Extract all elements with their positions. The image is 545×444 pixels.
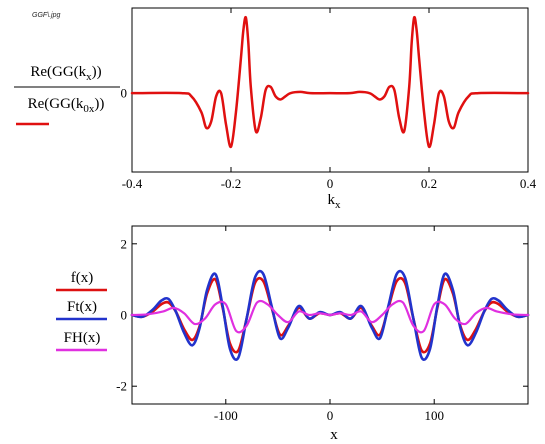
top-x-axis-label: kx [328, 192, 342, 211]
bottom-y-tick-label: -2 [116, 379, 127, 394]
top-x-tick-label: 0.4 [520, 176, 537, 191]
top-x-tick-label: 0.2 [421, 176, 437, 191]
top-x-axis-label-sub: x [335, 199, 341, 211]
top-y-label-denominator: Re(GG(k0x)) [28, 96, 105, 115]
top-x-tick-label: -0.2 [221, 176, 242, 191]
bottom-legend-label-2: FH(x) [64, 330, 101, 346]
bottom-legend-label-0: f(x) [71, 270, 94, 286]
file-label: GGF\.jpg [32, 12, 61, 19]
top-y-tick-label: 0 [121, 86, 128, 101]
bottom-x-axis-label: x [330, 427, 338, 443]
bottom-x-tick-label: -100 [214, 408, 238, 423]
top-x-tick-label: -0.4 [122, 176, 143, 191]
chart-bottom: -100 0 100 2 0 -2 x f(x) Ft(x) FH(x) [56, 225, 530, 443]
top-x-tick-label: 0 [327, 176, 334, 191]
bottom-series-fhx-line [130, 299, 530, 334]
top-series-0-line [130, 15, 530, 149]
bottom-x-tick-label: 100 [424, 408, 444, 423]
top-plot-frame [131, 7, 529, 173]
top-y-label-numerator: Re(GG(kx)) [30, 64, 101, 83]
bottom-y-tick-label: 0 [121, 308, 128, 323]
bottom-legend-label-1: Ft(x) [67, 299, 97, 315]
bottom-x-tick-label: 0 [327, 408, 334, 423]
bottom-y-tick-label: 2 [121, 236, 128, 251]
